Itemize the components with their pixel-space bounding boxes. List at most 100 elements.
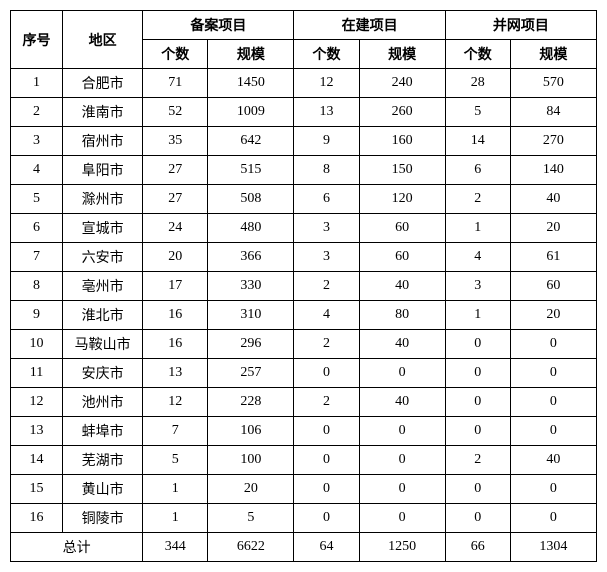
- cell-c1: 16: [143, 301, 208, 330]
- cell-s1: 1450: [208, 69, 294, 98]
- cell-c1: 1: [143, 475, 208, 504]
- cell-s2: 160: [359, 127, 445, 156]
- cell-c1: 13: [143, 359, 208, 388]
- cell-s1: 310: [208, 301, 294, 330]
- table-header: 序号 地区 备案项目 在建项目 并网项目 个数 规模 个数 规模 个数 规模: [11, 11, 597, 69]
- cell-s3: 0: [510, 388, 596, 417]
- cell-c3: 2: [445, 446, 510, 475]
- cell-idx: 12: [11, 388, 63, 417]
- table-row: 11安庆市132570000: [11, 359, 597, 388]
- cell-region: 安庆市: [63, 359, 143, 388]
- cell-c1: 52: [143, 98, 208, 127]
- table-row: 12池州市1222824000: [11, 388, 597, 417]
- cell-c1: 1: [143, 504, 208, 533]
- cell-region: 亳州市: [63, 272, 143, 301]
- cell-s3: 0: [510, 330, 596, 359]
- cell-idx: 15: [11, 475, 63, 504]
- cell-s3: 61: [510, 243, 596, 272]
- cell-c1: 27: [143, 156, 208, 185]
- cell-s3: 270: [510, 127, 596, 156]
- table-row: 15黄山市1200000: [11, 475, 597, 504]
- cell-c3: 4: [445, 243, 510, 272]
- cell-s3: 20: [510, 301, 596, 330]
- cell-idx: 16: [11, 504, 63, 533]
- cell-s1: 257: [208, 359, 294, 388]
- cell-idx: 2: [11, 98, 63, 127]
- cell-s1: 508: [208, 185, 294, 214]
- total-c3: 66: [445, 533, 510, 562]
- total-c1: 344: [143, 533, 208, 562]
- total-s1: 6622: [208, 533, 294, 562]
- cell-c2: 12: [294, 69, 359, 98]
- cell-c2: 9: [294, 127, 359, 156]
- total-label: 总计: [11, 533, 143, 562]
- table-row: 4阜阳市2751581506140: [11, 156, 597, 185]
- table-row: 10马鞍山市1629624000: [11, 330, 597, 359]
- table-row: 9淮北市16310480120: [11, 301, 597, 330]
- cell-c3: 0: [445, 417, 510, 446]
- table-row: 16铜陵市150000: [11, 504, 597, 533]
- header-group-building: 在建项目: [294, 11, 445, 40]
- header-count-2: 个数: [294, 40, 359, 69]
- table-row: 13蚌埠市71060000: [11, 417, 597, 446]
- cell-c2: 0: [294, 475, 359, 504]
- cell-c3: 6: [445, 156, 510, 185]
- cell-region: 铜陵市: [63, 504, 143, 533]
- header-group-grid: 并网项目: [445, 11, 596, 40]
- cell-s2: 0: [359, 446, 445, 475]
- cell-c2: 13: [294, 98, 359, 127]
- cell-idx: 1: [11, 69, 63, 98]
- cell-region: 池州市: [63, 388, 143, 417]
- header-count-3: 个数: [445, 40, 510, 69]
- cell-idx: 14: [11, 446, 63, 475]
- cell-c3: 14: [445, 127, 510, 156]
- total-s2: 1250: [359, 533, 445, 562]
- cell-s3: 140: [510, 156, 596, 185]
- cell-s1: 296: [208, 330, 294, 359]
- cell-c3: 0: [445, 359, 510, 388]
- cell-s3: 84: [510, 98, 596, 127]
- cell-c3: 0: [445, 504, 510, 533]
- cell-s1: 642: [208, 127, 294, 156]
- table-row: 2淮南市52100913260584: [11, 98, 597, 127]
- total-c2: 64: [294, 533, 359, 562]
- cell-c1: 71: [143, 69, 208, 98]
- cell-c2: 2: [294, 330, 359, 359]
- cell-c1: 5: [143, 446, 208, 475]
- cell-idx: 8: [11, 272, 63, 301]
- cell-region: 阜阳市: [63, 156, 143, 185]
- cell-s2: 0: [359, 359, 445, 388]
- table-footer: 总计 344 6622 64 1250 66 1304: [11, 533, 597, 562]
- cell-idx: 3: [11, 127, 63, 156]
- cell-c2: 2: [294, 272, 359, 301]
- cell-c3: 0: [445, 330, 510, 359]
- cell-region: 宿州市: [63, 127, 143, 156]
- cell-s3: 0: [510, 417, 596, 446]
- cell-c3: 2: [445, 185, 510, 214]
- cell-c1: 27: [143, 185, 208, 214]
- cell-s2: 40: [359, 272, 445, 301]
- cell-c2: 8: [294, 156, 359, 185]
- cell-idx: 5: [11, 185, 63, 214]
- header-scale-3: 规模: [510, 40, 596, 69]
- table-row: 14芜湖市510000240: [11, 446, 597, 475]
- cell-s3: 40: [510, 185, 596, 214]
- cell-c3: 0: [445, 388, 510, 417]
- cell-s1: 366: [208, 243, 294, 272]
- table-row: 7六安市20366360461: [11, 243, 597, 272]
- cell-region: 合肥市: [63, 69, 143, 98]
- cell-region: 六安市: [63, 243, 143, 272]
- cell-s2: 60: [359, 243, 445, 272]
- cell-s1: 20: [208, 475, 294, 504]
- cell-s2: 0: [359, 475, 445, 504]
- cell-c2: 0: [294, 359, 359, 388]
- cell-idx: 6: [11, 214, 63, 243]
- cell-c1: 16: [143, 330, 208, 359]
- cell-s3: 20: [510, 214, 596, 243]
- table-row: 8亳州市17330240360: [11, 272, 597, 301]
- project-summary-table: 序号 地区 备案项目 在建项目 并网项目 个数 规模 个数 规模 个数 规模 1…: [10, 10, 597, 562]
- cell-s1: 515: [208, 156, 294, 185]
- cell-region: 淮南市: [63, 98, 143, 127]
- cell-s3: 0: [510, 475, 596, 504]
- header-group-filed: 备案项目: [143, 11, 294, 40]
